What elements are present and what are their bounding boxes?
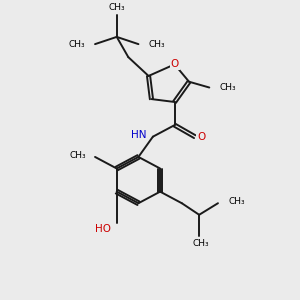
Text: CH₃: CH₃	[68, 40, 85, 49]
Text: O: O	[170, 59, 179, 69]
Text: CH₃: CH₃	[219, 83, 236, 92]
Text: CH₃: CH₃	[228, 197, 245, 206]
Text: O: O	[197, 132, 205, 142]
Text: CH₃: CH₃	[70, 151, 86, 160]
Text: CH₃: CH₃	[192, 239, 209, 248]
Text: CH₃: CH₃	[148, 40, 165, 49]
Text: CH₃: CH₃	[108, 3, 125, 12]
Text: HO: HO	[95, 224, 111, 234]
Text: HN: HN	[131, 130, 146, 140]
